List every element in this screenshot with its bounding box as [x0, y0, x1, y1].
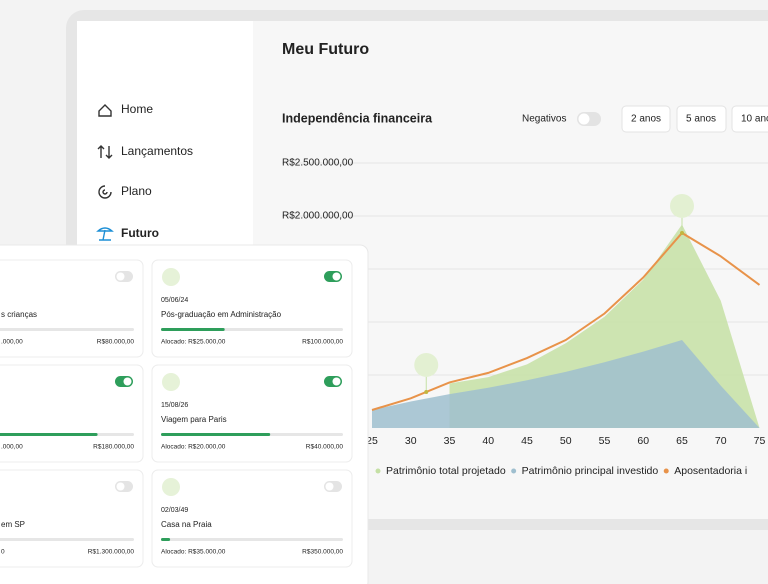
plot — [371, 224, 761, 428]
goal-target: R$80.000,00 — [97, 339, 135, 346]
nav-icon — [96, 227, 114, 241]
nav-item[interactable]: Lançamentos — [121, 144, 193, 158]
goal-target: R$1.300.000,00 — [88, 549, 135, 556]
x-tick-label: 65 — [676, 435, 688, 447]
range-button[interactable] — [676, 105, 727, 133]
section-title: Independência financeira — [282, 111, 433, 125]
x-tick-label: 75 — [754, 435, 766, 447]
legend-label: Patrimônio total projetado — [386, 465, 506, 477]
x-tick-label: 70 — [715, 435, 727, 447]
range-label: 2 anos — [631, 114, 661, 125]
goal-card[interactable] — [151, 259, 353, 358]
nav-icon — [98, 104, 112, 117]
goal-icon — [162, 478, 180, 496]
goal-card[interactable] — [0, 364, 144, 463]
goal-target: R$350.000,00 — [302, 549, 343, 556]
legend-dot — [663, 468, 669, 474]
range-button[interactable] — [731, 105, 768, 133]
goal-card[interactable] — [151, 364, 353, 463]
nav-icon — [97, 145, 113, 159]
toggle-knob — [325, 482, 334, 491]
goals-panel: s crianças .000,00 R$80.000,00 05/06/24 Pós-… — [0, 244, 369, 584]
toggle-knob — [332, 272, 341, 281]
goal-target: R$40.000,00 — [306, 444, 344, 451]
toggle-knob — [332, 377, 341, 386]
y-tick-label: R$2.000.000,00 — [282, 211, 354, 222]
nav-item[interactable]: Home — [121, 102, 153, 116]
milestone — [414, 352, 439, 377]
goal-target: R$180.000,00 — [93, 444, 134, 451]
x-tick-label: 60 — [637, 435, 649, 447]
progress-track — [161, 538, 343, 541]
goal-date: 05/06/24 — [161, 297, 188, 304]
toggle-knob — [123, 377, 132, 386]
nav-item[interactable]: Plano — [121, 184, 152, 198]
goal-icon — [162, 268, 180, 286]
progress-fill — [161, 328, 225, 331]
goal-allocated: .000,00 — [1, 339, 23, 346]
progress-fill — [161, 433, 271, 436]
goal-title: Pós-graduação em Administração — [161, 310, 282, 319]
nav-item[interactable]: Futuro — [121, 226, 159, 240]
milestone — [670, 193, 694, 218]
legend-dot — [511, 468, 517, 474]
x-tick-label: 55 — [599, 435, 611, 447]
y-tick-label: R$2.500.000,00 — [282, 158, 354, 169]
goal-target: R$100.000,00 — [302, 339, 343, 346]
goal-allocated: Alocado: R$20.000,00 — [161, 444, 226, 451]
goal-allocated: 0 — [1, 549, 5, 556]
nav-icon — [98, 185, 112, 199]
progress-track — [0, 538, 134, 541]
toggle-knob — [116, 272, 125, 281]
progress-fill — [0, 433, 98, 436]
range-label: 10 anos — [741, 114, 768, 125]
range-label: 5 anos — [686, 114, 716, 125]
goal-title: s crianças — [1, 310, 37, 319]
goal-card[interactable] — [151, 469, 353, 568]
area — [372, 340, 760, 428]
page-title: Meu Futuro — [282, 41, 369, 58]
toggle-knob — [578, 113, 590, 125]
x-tick-label: 25 — [366, 435, 378, 447]
goal-card[interactable] — [0, 259, 144, 358]
milestone-dot — [680, 230, 684, 235]
x-tick-label: 40 — [482, 435, 494, 447]
goal-title: Viagem para Paris — [161, 415, 227, 424]
goal-date: 02/03/49 — [161, 507, 188, 514]
goal-title: em SP — [1, 520, 25, 529]
goal-date: 15/08/26 — [161, 402, 188, 409]
legend-label: Patrimônio principal investido — [522, 465, 659, 477]
toggle-knob — [116, 482, 125, 491]
progress-fill — [161, 538, 171, 541]
milestone-dot — [424, 389, 429, 394]
negatives-label: Negativos — [522, 114, 566, 125]
legend-label: Aposentadoria i — [674, 465, 747, 477]
x-tick-label: 30 — [405, 435, 417, 447]
goal-card[interactable] — [0, 469, 144, 568]
goal-allocated: Alocado: R$35.000,00 — [161, 549, 226, 556]
x-tick-label: 35 — [444, 435, 456, 447]
range-button[interactable] — [621, 105, 671, 133]
legend-dot — [375, 468, 381, 474]
x-tick-label: 45 — [521, 435, 533, 447]
goal-icon — [162, 373, 180, 391]
line — [371, 231, 761, 411]
goal-allocated: .000,00 — [1, 444, 23, 451]
x-tick-label: 50 — [560, 435, 572, 447]
progress-track — [0, 328, 134, 331]
goal-allocated: Alocado: R$25.000,00 — [161, 339, 226, 346]
goal-title: Casa na Praia — [161, 520, 212, 529]
